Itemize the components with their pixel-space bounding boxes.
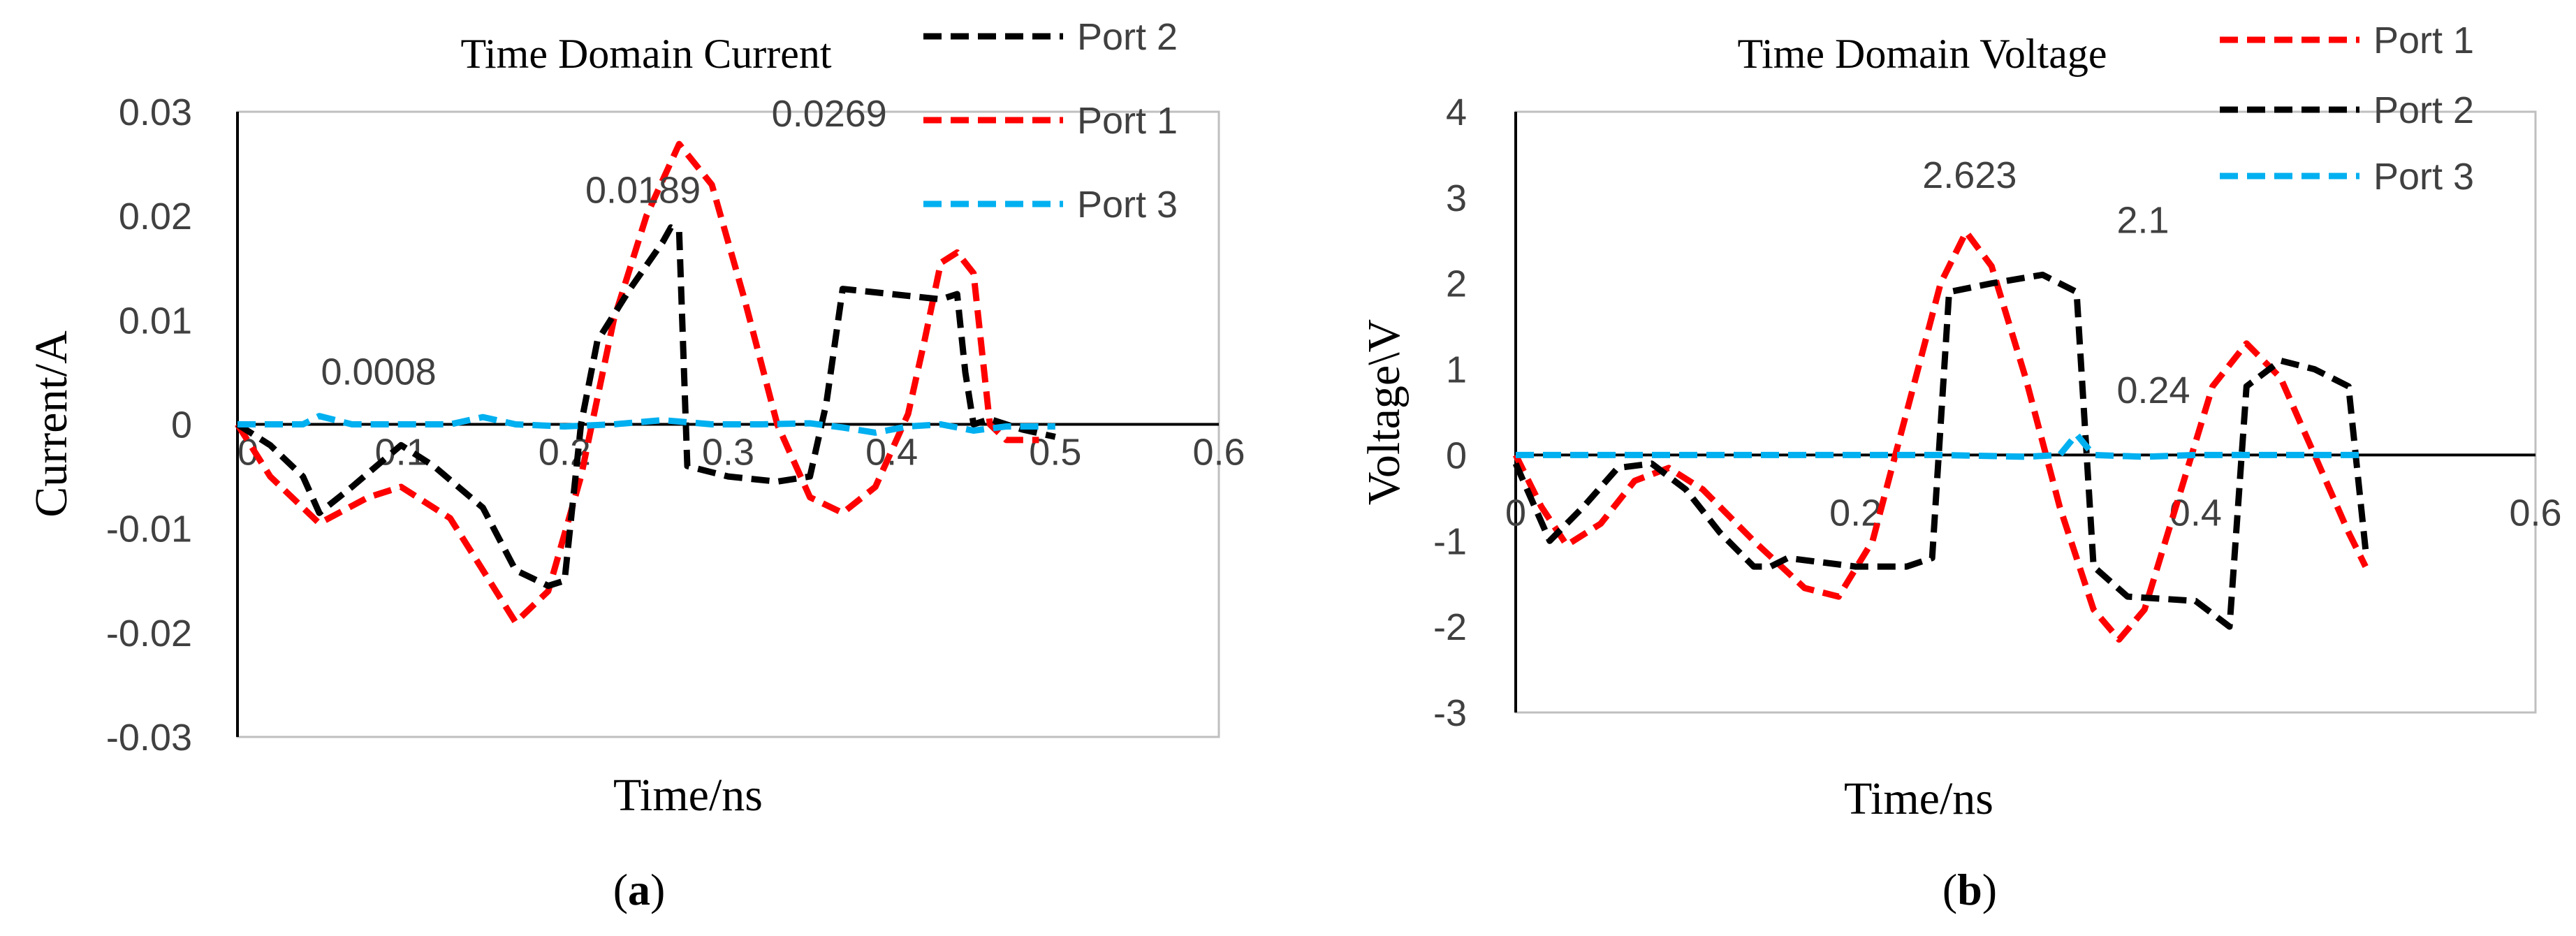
x-axis-label: Time/ns (1844, 773, 1993, 824)
legend-label-port-1: Port 1 (2373, 20, 2474, 61)
data-label: 0.0269 (772, 93, 887, 135)
data-label: 2.1 (2116, 199, 2169, 241)
x-tick-label: 0 (1505, 492, 1526, 534)
legend-label-port-2: Port 2 (2373, 89, 2474, 131)
x-tick-label: 0.6 (1192, 432, 1245, 474)
legend-item-port-2: Port 2 (923, 16, 1178, 58)
y-tick-label: 0.02 (119, 196, 192, 237)
y-tick-label: 3 (1446, 177, 1467, 219)
x-tick-label: 0.4 (2169, 492, 2222, 534)
y-tick-label: 0 (1446, 434, 1467, 476)
y-tick-label: 0.01 (119, 300, 192, 342)
data-label: 0.0189 (585, 170, 701, 212)
y-tick-label: 0.03 (119, 92, 192, 133)
y-tick-label: 1 (1446, 349, 1467, 391)
legend-item-port-1: Port 1 (923, 100, 1178, 142)
legend: Port 1 Port 2 Port 3 (2220, 20, 2474, 198)
y-tick-label: -0.02 (106, 613, 192, 655)
x-tick-label: 0.6 (2509, 492, 2561, 534)
legend-item-port-3: Port 3 (2220, 156, 2474, 198)
plot-area-frame (1514, 110, 2537, 714)
panel-label: (b) (1942, 865, 1997, 914)
data-label: 2.623 (1922, 154, 2017, 196)
y-tick-label: -1 (1433, 520, 1467, 562)
chart-title: Time Domain Voltage (1738, 31, 2107, 77)
legend-label-port-3: Port 3 (1077, 184, 1178, 226)
data-label: 0.0008 (321, 351, 436, 393)
x-axis-label: Time/ns (613, 770, 763, 821)
y-axis-label: Voltage\V (1359, 319, 1410, 505)
y-tick-label: -3 (1433, 692, 1467, 734)
series-line-port-3 (1516, 431, 2366, 460)
series-line-port-1 (1512, 228, 2369, 643)
x-tick-label: 0.4 (865, 432, 918, 474)
legend-item-port-1: Port 1 (2220, 20, 2474, 61)
series-line-port-2 (1512, 271, 2369, 630)
series-line-port-3 (237, 413, 1055, 436)
y-axis-label: Current/A (26, 330, 77, 518)
y-tick-label: -0.01 (106, 509, 192, 550)
legend-label-port-2: Port 2 (1077, 16, 1178, 58)
y-tick-label: 4 (1446, 92, 1467, 133)
y-tick-label: -2 (1433, 606, 1467, 648)
series-line-port-1 (235, 140, 1039, 626)
x-tick-label: 0.1 (375, 432, 427, 474)
series-line-port-2 (235, 224, 1056, 590)
legend-item-port-3: Port 3 (923, 184, 1178, 226)
data-label: 0.24 (2116, 370, 2190, 411)
chart-title: Time Domain Current (460, 31, 831, 77)
legend-label-port-1: Port 1 (1077, 100, 1178, 142)
panel-label: (a) (613, 865, 666, 914)
y-tick-label: -0.03 (106, 717, 192, 759)
chart-current: Time Domain Current -0.03 -0.02 -0.01 0 0.01… (26, 16, 1245, 914)
y-tick-label: 0 (171, 404, 192, 446)
x-tick-label: 0.3 (702, 432, 754, 474)
legend-item-port-2: Port 2 (2220, 89, 2474, 131)
y-tick-label: 2 (1446, 263, 1467, 305)
legend-label-port-3: Port 3 (2373, 156, 2474, 198)
legend: Port 2 Port 1 Port 3 (923, 16, 1178, 226)
